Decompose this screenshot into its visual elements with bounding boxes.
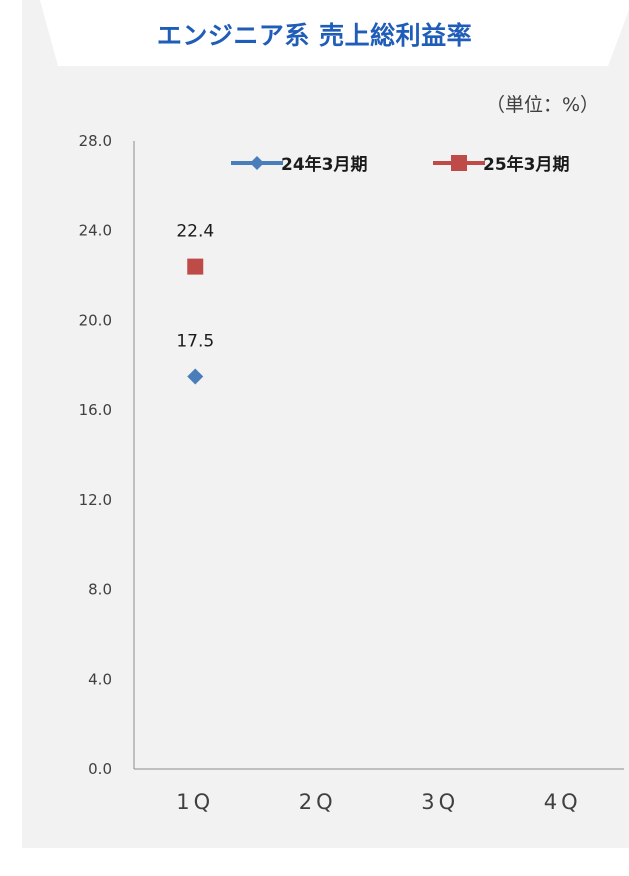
legend-marker-1 [250, 156, 264, 170]
title-tab [40, 0, 629, 66]
chart-background [22, 0, 629, 848]
data-point-1 [187, 368, 204, 385]
y-tick-label: 24.0 [79, 222, 112, 240]
legend-label-1: 24年3月期 [281, 154, 368, 175]
data-label-2: 22.4 [176, 222, 214, 242]
x-tick-label: 3Q [421, 790, 459, 814]
y-tick-label: 12.0 [79, 491, 112, 509]
x-tick-label: 1Q [176, 790, 214, 814]
x-tick-label: 4Q [544, 790, 582, 814]
data-point-2 [187, 258, 204, 275]
chart-title: エンジニア系 売上総利益率 [156, 21, 473, 50]
y-tick-label: 20.0 [79, 311, 112, 329]
y-tick-label: 16.0 [79, 401, 112, 419]
y-tick-label: 8.0 [88, 581, 112, 599]
y-tick-label: 28.0 [79, 132, 112, 150]
legend-marker-2 [451, 155, 467, 171]
x-tick-label: 2Q [299, 790, 337, 814]
legend-label-2: 25年3月期 [483, 154, 570, 175]
data-label-1: 17.5 [176, 332, 214, 352]
y-tick-label: 0.0 [88, 760, 112, 778]
y-tick-label: 4.0 [88, 670, 112, 688]
unit-label: （単位：%） [485, 94, 599, 116]
